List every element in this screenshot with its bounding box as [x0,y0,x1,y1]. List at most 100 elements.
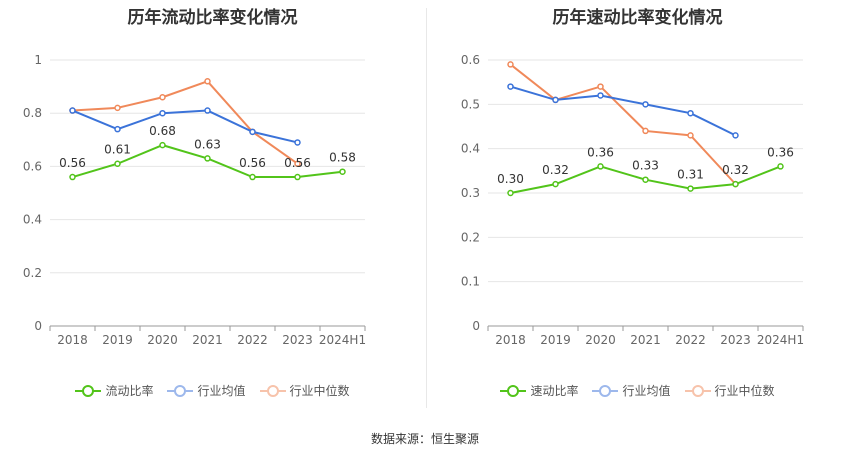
data-label: 0.30 [497,172,524,186]
data-point-primary[interactable] [249,173,256,181]
y-tick-label: 0.4 [23,213,42,227]
data-point-primary[interactable] [687,185,694,192]
data-label: 0.68 [149,124,176,138]
data-label: 0.56 [239,156,266,170]
legend-label: 行业中位数 [289,384,350,398]
data-point-primary[interactable] [732,180,739,188]
data-point-primary[interactable] [777,163,784,170]
x-tick-label: 2021 [630,333,661,347]
chart-canvas: 0 0.2 0.4 0.6 0.8 1 2018 2019 2020 2021 2022 2023 20… [23,53,366,347]
data-point-avg[interactable] [507,83,514,90]
data-point-avg[interactable] [294,139,301,146]
series-line-median [509,63,737,185]
data-point-primary[interactable] [159,141,166,149]
data-point-primary[interactable] [114,160,121,167]
x-tick-label: 2018 [57,333,88,347]
data-point-median[interactable] [642,127,649,135]
data-point-primary[interactable] [552,180,559,188]
data-point-avg[interactable] [552,96,559,104]
data-point-median[interactable] [159,93,166,101]
legend-avg-icon [167,384,194,397]
data-point-avg[interactable] [114,125,121,133]
data-point-median[interactable] [294,160,301,167]
data-label: 0.33 [632,159,659,173]
x-tick-label: 2019 [102,333,133,347]
data-point-avg[interactable] [204,107,211,114]
y-tick-label: 0 [34,319,42,333]
legend-label: 流动比率 [105,384,154,398]
y-tick-label: 0 [472,319,480,333]
data-label: 0.58 [329,151,356,165]
x-tick-label: 2020 [585,333,616,347]
legend: 速动比率 行业均值 行业中位数 [425,382,850,399]
legend-median-icon [684,384,711,397]
data-point-avg[interactable] [69,107,76,114]
chart-panel-current-ratio: 历年流动比率变化情况 0 0.2 0.4 0.6 0.8 1 2018 2019 2020 202… [0,0,425,410]
data-point-primary[interactable] [294,173,301,181]
legend-primary-icon [500,384,527,397]
y-tick-label: 0.1 [461,275,480,289]
x-tick-label: 2023 [720,333,751,347]
data-point-avg[interactable] [732,132,739,139]
x-tick-label: 2020 [147,333,178,347]
legend-item-median[interactable]: 行业中位数 [684,382,775,399]
chart-canvas: 0 0.1 0.2 0.3 0.4 0.5 0.6 2018 2019 2020 2021 2022 2… [461,53,804,347]
x-tick-label: 2022 [675,333,706,347]
data-point-primary[interactable] [69,173,76,181]
data-point-avg[interactable] [597,92,604,99]
data-label: 0.63 [194,137,221,151]
chart-title: 历年流动比率变化情况 [127,8,298,28]
legend-item-primary[interactable]: 速动比率 [500,382,578,399]
x-tick-label: 2022 [237,333,268,347]
data-label: 0.56 [284,156,311,170]
series-line-avg [72,109,298,144]
legend-primary-icon [75,384,102,397]
legend-avg-icon [592,384,619,397]
data-point-median[interactable] [687,132,694,139]
legend-label: 行业中位数 [714,384,775,398]
data-label: 0.36 [587,145,614,159]
data-point-median[interactable] [114,104,121,112]
data-point-primary[interactable] [339,168,346,175]
series-line-median [72,80,299,165]
data-point-median[interactable] [597,83,604,90]
legend-label: 行业均值 [622,384,671,398]
data-point-primary[interactable] [507,189,514,197]
x-tick-label: 2024H1 [319,333,366,347]
data-label: 0.61 [104,143,131,157]
y-tick-label: 0.8 [23,106,42,120]
chart-title: 历年速动比率变化情况 [552,8,723,28]
data-point-avg[interactable] [687,109,694,117]
data-label: 0.32 [722,163,749,177]
y-tick-label: 0.6 [461,53,480,67]
data-label: 0.36 [767,145,794,159]
legend-item-avg[interactable]: 行业均值 [592,382,671,399]
y-tick-label: 0.6 [23,159,42,173]
data-label: 0.56 [59,156,86,170]
data-source: 数据来源：恒生聚源 [370,432,479,446]
legend: 流动比率 行业均值 行业中位数 [0,382,425,399]
legend-label: 行业均值 [197,384,246,398]
data-point-primary[interactable] [204,155,211,162]
legend-item-primary[interactable]: 流动比率 [75,382,153,399]
data-point-median[interactable] [204,78,211,85]
data-point-median[interactable] [507,61,514,68]
legend-median-icon [259,384,286,397]
y-tick-label: 0.4 [461,142,480,156]
data-label: 0.31 [677,168,704,182]
panel-divider [426,8,427,408]
x-tick-label: 2023 [282,333,313,347]
data-point-primary[interactable] [642,176,649,183]
legend-label: 速动比率 [530,384,579,398]
data-point-avg[interactable] [159,109,166,117]
chart-panel-quick-ratio: 历年速动比率变化情况 0 0.1 0.2 0.3 0.4 0.5 0.6 2018 2019 20… [425,0,850,410]
data-point-primary[interactable] [597,163,604,170]
data-point-avg[interactable] [249,128,256,136]
x-tick-label: 2024H1 [757,333,804,347]
legend-item-median[interactable]: 行业中位数 [259,382,350,399]
x-tick-label: 2021 [192,333,223,347]
legend-item-avg[interactable]: 行业均值 [167,382,246,399]
y-tick-label: 0.5 [461,97,480,111]
y-tick-label: 0.2 [461,230,480,244]
data-point-avg[interactable] [642,101,649,108]
